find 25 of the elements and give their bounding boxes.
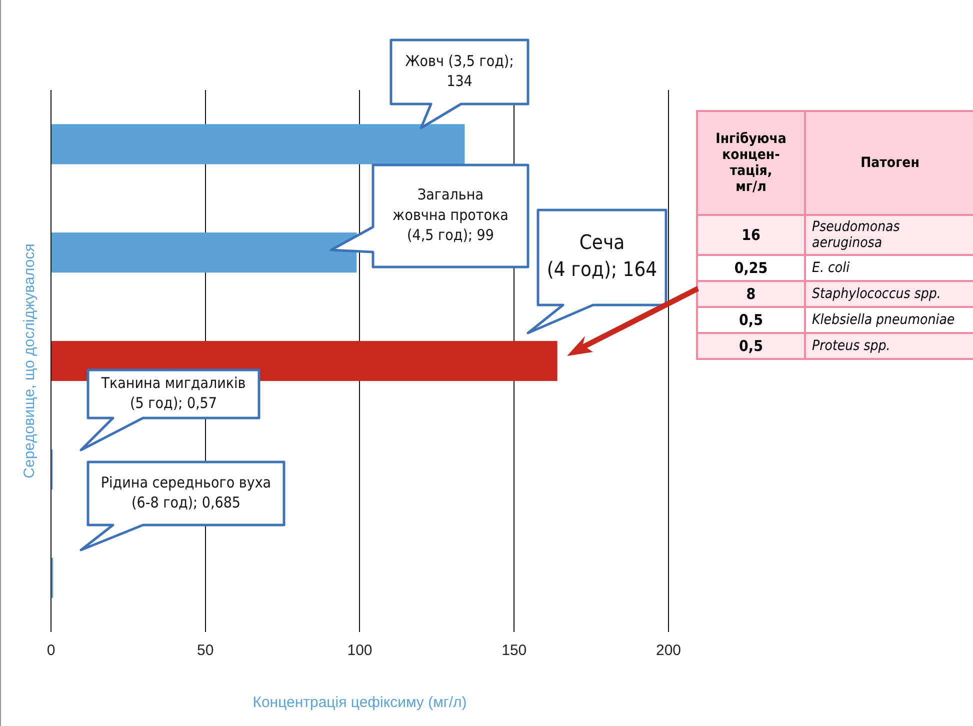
bar (52, 124, 465, 164)
x-tick-label: 100 (347, 642, 372, 660)
annotation: Загальна жовчна протока (4,5 год); 99 (392, 186, 508, 244)
annotation: Рідина середнього вуха (6-8 год); 0,685 (100, 473, 272, 512)
annotation: Тканина мигдаликів (5 год); 0,57 (100, 374, 246, 412)
annotation: Жовч (3,5 год); 134 (405, 52, 514, 90)
category-label: Staphylococcus spp. (805, 281, 973, 307)
category-label: E. coli (805, 255, 973, 281)
text: 0,25 (734, 259, 768, 277)
x-tick-label: 50 (197, 642, 214, 660)
text: Патоген (805, 111, 973, 215)
category-label: Proteus spp. (805, 333, 973, 359)
x-tick-label: 150 (502, 642, 527, 660)
x-axis-title: Концентрація цефіксиму (мг/л) (252, 694, 467, 712)
category-label: Klebsiella pneumoniae (805, 307, 973, 333)
text: 0,5 (739, 337, 763, 355)
x-tick-label: 0 (46, 642, 56, 660)
annotation: Сеча (4 год); 164 (546, 230, 658, 282)
x-tick-label: 200 (656, 642, 681, 660)
category-label: Pseudomonas aeruginosa (805, 215, 973, 255)
text: 8 (746, 285, 756, 303)
text: 16 (742, 226, 760, 244)
y-axis-title: Середовище, що досліджувалося (21, 244, 38, 478)
text: Інгібуюча концен- тація, мг/л (697, 111, 805, 215)
text: 0,5 (739, 311, 763, 329)
